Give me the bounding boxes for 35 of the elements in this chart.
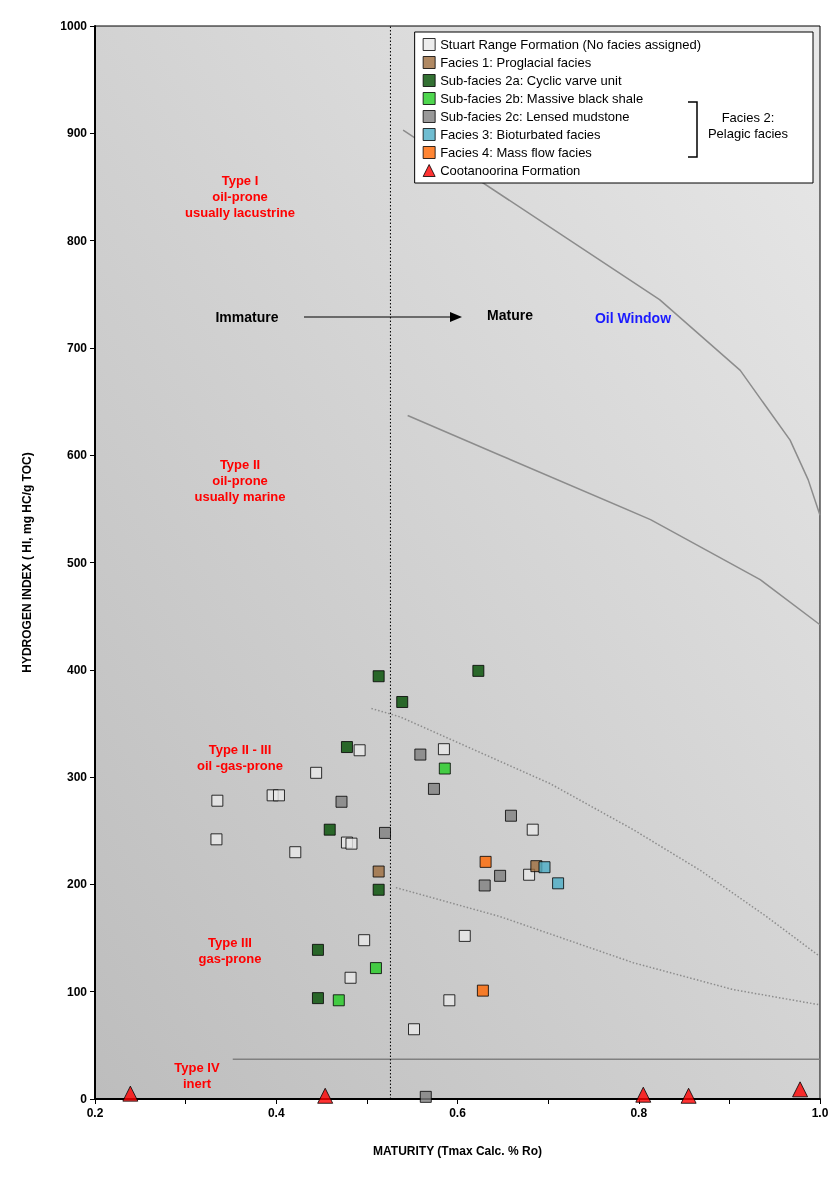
annotation: Immature [215, 309, 279, 325]
legend-label: Facies 3: Bioturbated facies [440, 127, 602, 142]
annotation: Type IV inert [174, 1059, 220, 1091]
x-tick-label: 0.4 [267, 1106, 285, 1120]
legend-label: Sub-facies 2a: Cyclic varve unit [440, 73, 622, 88]
y-tick-label: 600 [66, 448, 88, 463]
y-tick-label: 200 [66, 877, 88, 892]
legend-title: Facies 2: Pelagic facies [707, 110, 789, 141]
annotation: Type I oil-prone usually lacustrine [185, 172, 295, 220]
legend-label: Stuart Range Formation (No facies assigned) [440, 37, 702, 52]
legend-label: Sub-facies 2c: Lensed mudstone [440, 109, 630, 124]
annotation: Mature [487, 307, 534, 323]
annotation: Type II - III oil -gas-prone [197, 741, 283, 773]
annotation: Type III gas-prone [198, 934, 262, 966]
x-tick-label: 0.6 [449, 1106, 467, 1120]
y-tick-label: 900 [66, 126, 88, 141]
legend-label: Facies 1: Proglacial facies [440, 55, 592, 70]
y-tick-label: 500 [66, 555, 88, 570]
legend-label: Facies 4: Mass flow facies [440, 145, 593, 160]
legend-label: Cootanoorina Formation [440, 163, 581, 178]
y-tick-label: 0 [80, 1092, 88, 1106]
x-tick-label: 0.2 [86, 1106, 104, 1120]
y-tick-label: 300 [66, 770, 88, 785]
y-tick-label: 100 [66, 984, 88, 999]
x-axis-title: MATURITY (Tmax Calc. % Ro) [373, 1144, 542, 1158]
y-tick-label: 400 [66, 662, 88, 677]
x-tick-label: 1.0 [811, 1106, 829, 1120]
annotation: Type II oil-prone usually marine [194, 456, 286, 504]
x-tick-label: 0.8 [630, 1106, 648, 1120]
y-tick-label: 800 [66, 233, 88, 248]
y-tick-label: 700 [66, 340, 88, 355]
y-tick-label: 1000 [60, 19, 88, 33]
annotation: Oil Window [594, 310, 672, 326]
y-axis-title: HYDROGEN INDEX ( HI, mg HC/g TOC) [20, 452, 34, 673]
legend-label: Sub-facies 2b: Massive black shale [440, 91, 644, 106]
